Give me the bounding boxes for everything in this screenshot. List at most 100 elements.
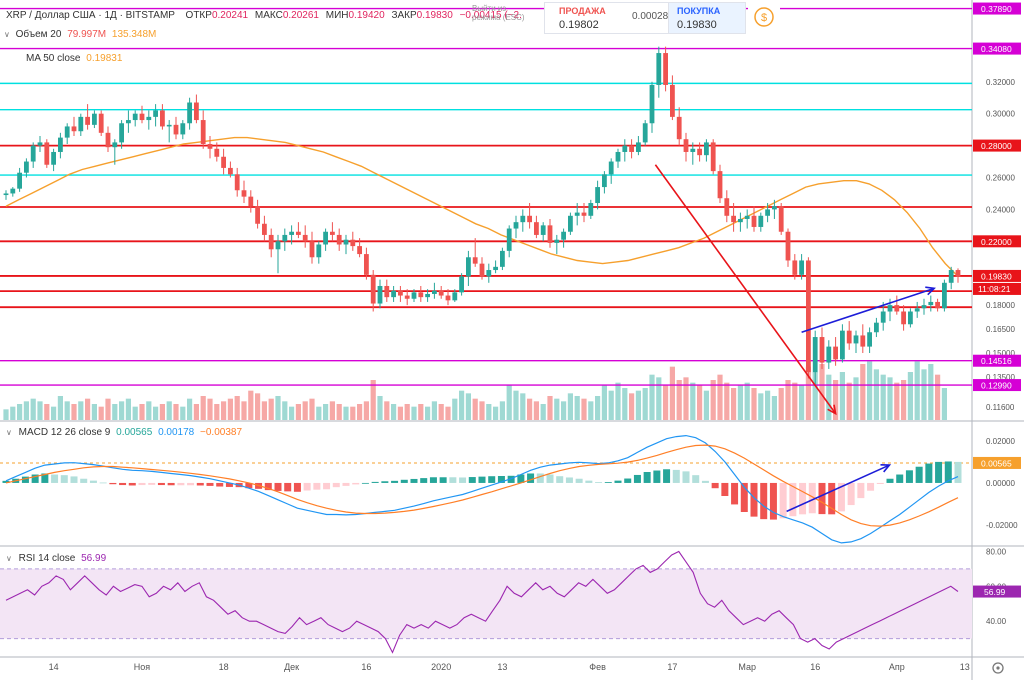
candle: [792, 254, 798, 280]
candle-body: [785, 231, 791, 261]
candle-body: [894, 305, 900, 312]
candle-body: [268, 234, 274, 250]
candle-body: [547, 225, 553, 243]
macd-histogram-bar: [915, 466, 923, 483]
volume-bar: [363, 401, 369, 420]
volume-bar: [853, 377, 859, 420]
candle-body: [751, 215, 757, 227]
macd-histogram-bar: [80, 478, 88, 483]
rsi-tick-label: 80.00: [986, 547, 1007, 556]
volume-bar: [139, 404, 145, 420]
rsi-legend: ∨ RSI 14 close 56.99: [6, 553, 106, 565]
candle-body: [880, 311, 886, 323]
volume-bar: [404, 404, 410, 420]
candle: [513, 215, 519, 239]
macd-histogram-bar: [148, 482, 156, 485]
volume-bar: [214, 404, 220, 420]
rsi-tick-label: 40.00: [986, 617, 1007, 626]
volume-bar: [268, 398, 274, 420]
candle-body: [758, 215, 764, 227]
chevron-down-icon[interactable]: ∨: [4, 30, 10, 39]
ma-label: MA 50 close: [26, 53, 81, 64]
volume-bar: [744, 382, 750, 420]
candle: [738, 212, 743, 232]
candle: [98, 110, 104, 137]
volume-bar: [255, 393, 261, 420]
candle: [466, 250, 471, 286]
sell-price: 0.19802: [559, 19, 599, 31]
macd-histogram-bar: [119, 482, 127, 486]
candle: [336, 228, 342, 251]
candle-body: [85, 116, 90, 125]
volume-bar: [377, 396, 383, 420]
macd-trend-arrow-head: [880, 464, 892, 473]
candle: [139, 105, 145, 124]
volume-bar: [758, 393, 764, 420]
candle: [275, 234, 281, 274]
volume-bar: [697, 385, 703, 420]
time-tick-label: 13: [960, 662, 970, 672]
exit-fullscreen-tooltip[interactable]: Выйти из режима (ESC): [472, 4, 525, 22]
price-level-tag-label: 0.22000: [981, 237, 1012, 247]
time-tick-label: 2020: [431, 662, 451, 672]
candle-body: [765, 209, 770, 216]
macd-histogram-bar: [293, 482, 301, 492]
candle: [615, 148, 621, 168]
macd-histogram-bar: [536, 473, 544, 483]
candle-body: [527, 215, 532, 223]
macd-histogram-bar: [701, 480, 709, 483]
macd-histogram-bar: [488, 476, 496, 483]
dollar-circle-icon[interactable]: $: [748, 2, 780, 32]
volume-bar: [778, 388, 784, 420]
buy-button[interactable]: ПОКУПКА 0.19830: [668, 2, 746, 34]
macd-histogram-bar: [527, 473, 535, 483]
macd-histogram-bar: [497, 476, 505, 483]
gear-icon[interactable]: [992, 662, 1004, 674]
candle-body: [452, 292, 458, 301]
candle: [534, 215, 539, 239]
candle: [112, 139, 118, 165]
candle: [608, 158, 614, 184]
macd-histogram-bar: [21, 476, 29, 483]
volume-bar: [411, 406, 417, 420]
chevron-down-icon[interactable]: ∨: [6, 428, 12, 437]
volume-bar: [499, 401, 505, 420]
candle-body: [357, 246, 362, 255]
macd-histogram-bar: [517, 474, 525, 483]
candle-body: [942, 282, 947, 309]
trend-arrow-blue-head: [925, 286, 936, 296]
price-level-tag: [973, 354, 1021, 367]
candle: [241, 180, 247, 204]
candle: [343, 234, 349, 255]
price-tick-label: 0.11600: [986, 403, 1015, 412]
macd-histogram-bar: [303, 482, 311, 491]
candle: [119, 120, 124, 149]
candle: [323, 228, 328, 251]
volume-bar: [914, 361, 920, 420]
candle: [506, 225, 512, 258]
candle: [479, 257, 485, 280]
candle-body: [187, 102, 192, 124]
rsi-band: [0, 568, 972, 639]
macd-histogram-bar: [109, 482, 117, 485]
candle-body: [778, 206, 784, 232]
candle: [629, 139, 634, 159]
macd-histogram-bar: [216, 482, 224, 487]
macd-histogram-bar: [614, 480, 622, 483]
chevron-down-icon[interactable]: ∨: [6, 554, 12, 563]
candle: [377, 279, 383, 309]
price-level-tag-label: 0.37890: [981, 4, 1012, 14]
buy-price: 0.19830: [677, 19, 717, 31]
sell-button[interactable]: ПРОДАЖА 0.19802: [544, 2, 630, 34]
candle-body: [670, 84, 675, 117]
volume-bar: [867, 361, 873, 420]
candle-body: [486, 270, 492, 277]
high-value: 0.20261: [282, 10, 319, 21]
volume-bar: [520, 393, 526, 420]
candle: [85, 104, 90, 130]
candle-body: [302, 234, 308, 242]
candle: [581, 203, 587, 223]
macd-histogram-bar: [944, 461, 952, 483]
